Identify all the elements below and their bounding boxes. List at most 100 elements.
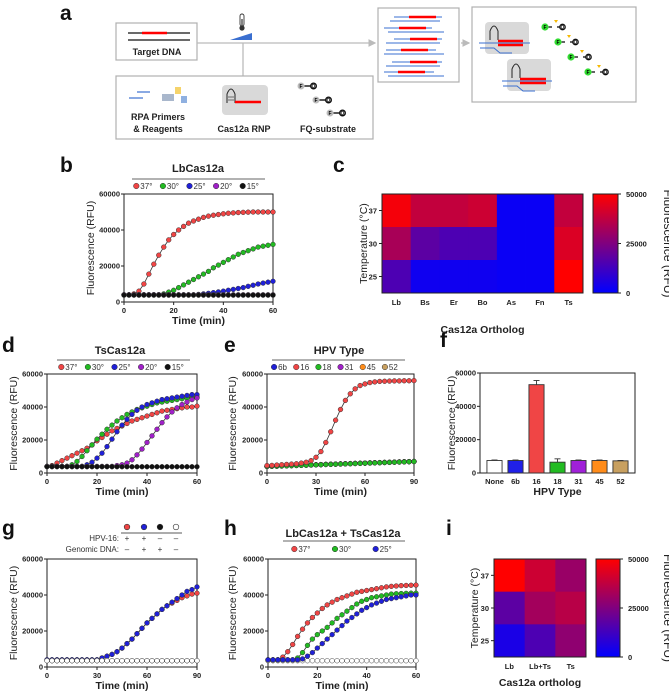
data-point bbox=[149, 433, 155, 439]
legend-marker bbox=[159, 182, 166, 190]
panel-label-e: e bbox=[224, 334, 236, 357]
data-point bbox=[44, 464, 50, 470]
data-point bbox=[154, 410, 160, 416]
colorbar bbox=[595, 558, 621, 658]
data-point bbox=[174, 394, 180, 400]
row-label: 37 bbox=[369, 207, 377, 216]
data-point bbox=[159, 408, 165, 414]
data-point bbox=[171, 287, 177, 293]
x-tick-label: 60 bbox=[269, 306, 277, 315]
legend-label: 20° bbox=[220, 182, 232, 191]
data-point bbox=[149, 615, 155, 622]
data-point bbox=[151, 292, 157, 298]
data-point bbox=[364, 658, 370, 664]
data-point bbox=[134, 452, 140, 458]
data-point bbox=[308, 457, 314, 464]
data-point bbox=[190, 276, 197, 283]
legend-item: 6b bbox=[271, 363, 288, 372]
data-point bbox=[184, 399, 190, 405]
chart-title: HPV Type bbox=[314, 345, 365, 357]
data-point bbox=[174, 464, 180, 470]
cleaved-fq-substrates: F Q F Q F Q F Q bbox=[541, 20, 609, 76]
data-point bbox=[250, 292, 256, 298]
legend-marker bbox=[291, 545, 298, 553]
legend-marker bbox=[213, 182, 220, 190]
data-point bbox=[264, 462, 270, 469]
legend-condition-mark: – bbox=[125, 545, 130, 554]
heatmap-cell bbox=[382, 194, 412, 228]
chart-title: LbCas12a + TsCas12a bbox=[285, 528, 401, 540]
data-point bbox=[313, 454, 319, 460]
data-point bbox=[184, 593, 190, 599]
data-point bbox=[225, 292, 231, 298]
legend-marker bbox=[156, 523, 164, 531]
reagents-box: RPA Primers & Reagents Cas12a RNP F Q F Q … bbox=[115, 75, 374, 140]
data-point bbox=[154, 611, 160, 617]
quencher-label: Q bbox=[604, 70, 608, 76]
data-point bbox=[372, 460, 378, 466]
fluorophore-label: F bbox=[556, 40, 559, 46]
data-point bbox=[164, 603, 170, 609]
data-point bbox=[319, 628, 325, 634]
data-point bbox=[373, 586, 380, 592]
data-point bbox=[184, 404, 190, 410]
x-tick-label: 0 bbox=[266, 671, 270, 680]
data-point bbox=[352, 386, 358, 392]
data-point bbox=[200, 214, 207, 221]
data-point bbox=[386, 378, 393, 384]
data-point bbox=[64, 464, 70, 470]
legend-item: 37° bbox=[291, 545, 310, 554]
data-point bbox=[235, 209, 241, 216]
plot-frame bbox=[123, 193, 274, 303]
y-tick-label: 0 bbox=[259, 469, 263, 478]
data-point bbox=[189, 396, 195, 403]
data-point bbox=[159, 658, 165, 664]
heatmap-cell bbox=[554, 194, 584, 228]
legend-marker bbox=[58, 363, 65, 371]
heatmap-cell bbox=[555, 624, 587, 658]
data-point bbox=[304, 658, 311, 664]
panel-label-b: b bbox=[60, 154, 73, 177]
data-point bbox=[190, 292, 197, 298]
data-point bbox=[299, 649, 306, 656]
data-point bbox=[344, 608, 350, 614]
data-point bbox=[285, 657, 291, 663]
data-point bbox=[159, 396, 165, 403]
bar-16 bbox=[528, 384, 545, 474]
heatmap-cell bbox=[524, 559, 556, 593]
legend-item: 37° bbox=[133, 182, 152, 191]
legend-marker bbox=[186, 182, 193, 190]
data-point bbox=[332, 417, 339, 423]
data-point bbox=[260, 292, 266, 298]
data-point bbox=[124, 640, 130, 647]
quencher-label: Q bbox=[341, 111, 345, 117]
data-point bbox=[270, 209, 276, 215]
panel-label-c: c bbox=[333, 154, 345, 177]
legend-item: 37° bbox=[58, 363, 77, 372]
data-point bbox=[260, 209, 266, 215]
x-tick-label: 40 bbox=[219, 306, 227, 315]
legend-marker bbox=[381, 363, 388, 371]
x-axis-label: Time (min) bbox=[316, 680, 369, 692]
data-point bbox=[124, 658, 130, 664]
data-point bbox=[230, 292, 236, 298]
data-point bbox=[337, 461, 344, 467]
data-point bbox=[179, 393, 185, 399]
data-point bbox=[408, 592, 414, 598]
chart-title: LbCas12a bbox=[172, 163, 225, 175]
plot-frame bbox=[46, 373, 198, 474]
data-point bbox=[314, 610, 320, 616]
legend-label: 6b bbox=[278, 363, 287, 372]
data-point bbox=[179, 401, 185, 408]
column-label: Ts bbox=[565, 298, 573, 307]
data-point bbox=[174, 405, 180, 411]
heatmap-cell bbox=[468, 194, 498, 228]
legend-marker bbox=[111, 363, 118, 371]
legend-marker bbox=[359, 363, 366, 371]
legend-condition-mark: + bbox=[142, 545, 147, 554]
data-point bbox=[154, 426, 160, 432]
legend-marker bbox=[337, 363, 344, 371]
